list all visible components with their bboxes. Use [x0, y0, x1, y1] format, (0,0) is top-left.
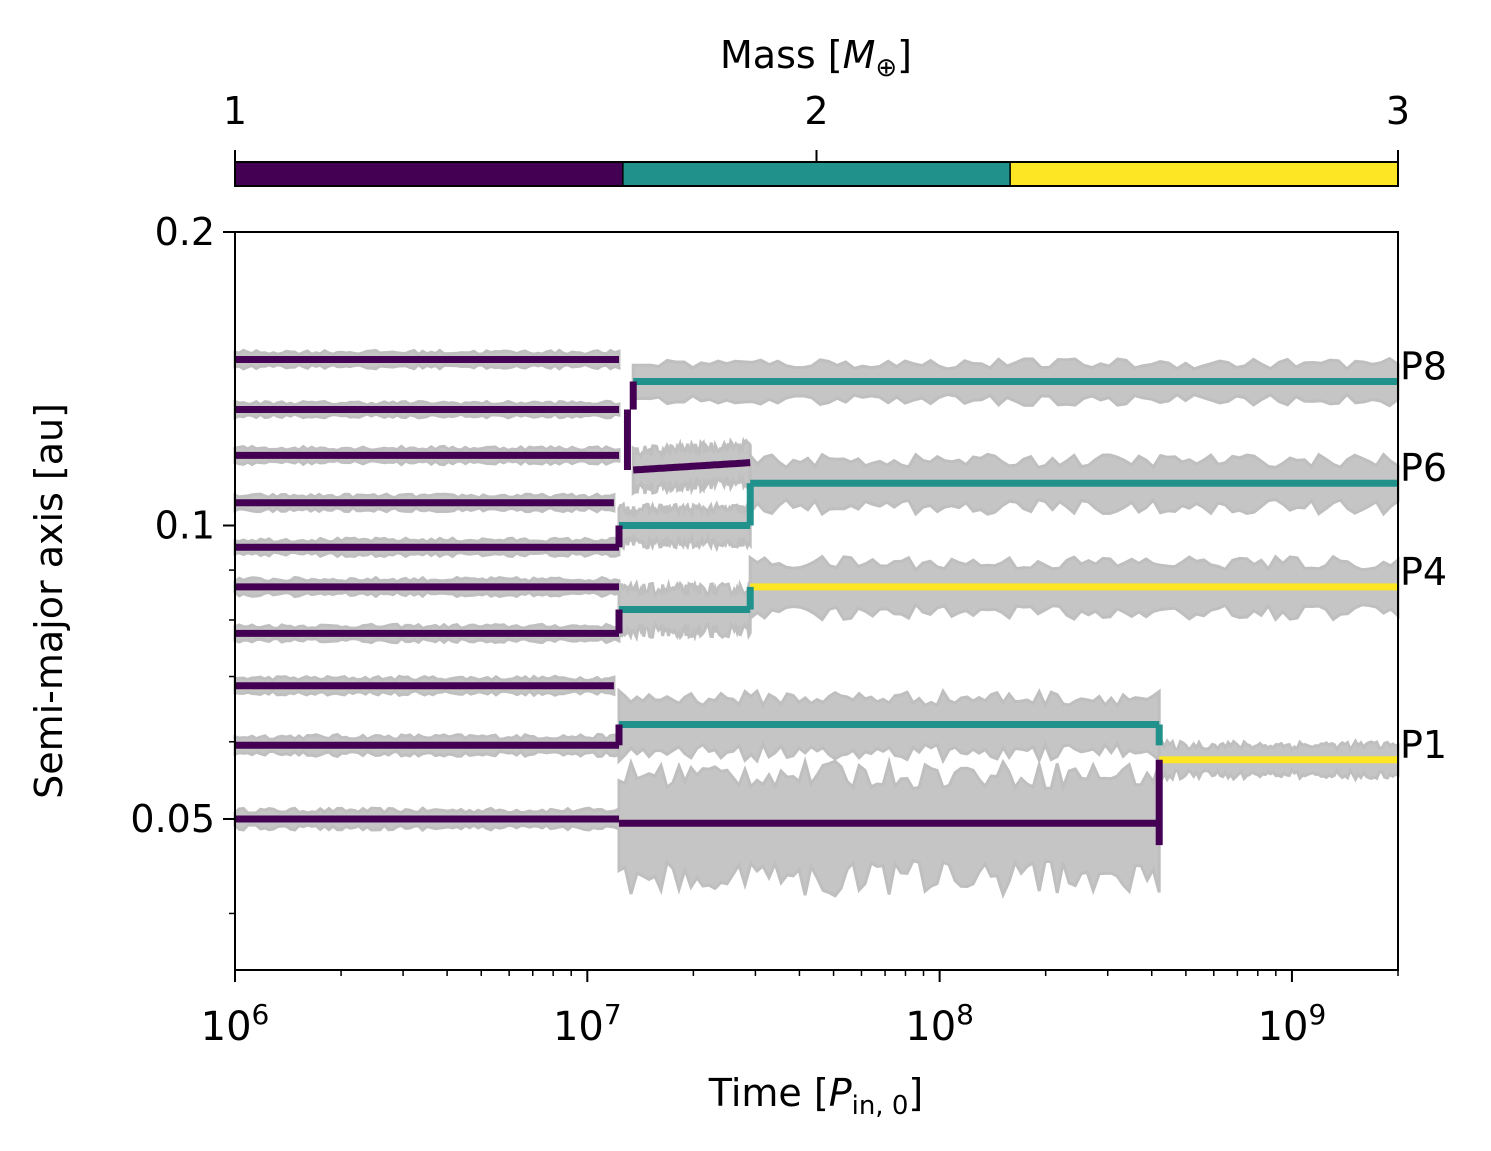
colorbar-tick-label-2: 2 — [804, 89, 828, 133]
band-planet-1-late-0 — [617, 756, 1161, 899]
colorbar-label-pre: Mass [ — [720, 33, 843, 77]
series-label-P1: P1 — [1400, 723, 1447, 767]
y-tick-label-0.1: 0.1 — [155, 503, 215, 547]
y-tick-label-0.05: 0.05 — [130, 797, 215, 841]
colorbar-segment-1 — [235, 162, 623, 186]
x-tick-base: 10 — [905, 1004, 956, 1050]
colorbar: 1 2 3 — [223, 89, 1410, 187]
colorbar-tick-label-3: 3 — [1386, 89, 1410, 133]
x-tick-label-8: 108 — [905, 998, 974, 1050]
x-tick-exponent: 8 — [956, 998, 974, 1031]
colorbar-label-post: ] — [897, 33, 912, 77]
axes-frame — [234, 231, 1399, 971]
x-tick-base: 10 — [1258, 1004, 1309, 1050]
x-axis-label-symbol: P — [829, 1071, 852, 1115]
colorbar-label: Mass [M⊕] — [720, 33, 912, 83]
plot-area — [233, 348, 1400, 899]
colorbar-segment-3 — [1010, 162, 1398, 186]
y-tick-label-0.2: 0.2 — [155, 210, 215, 254]
x-tick-label-9: 109 — [1258, 998, 1327, 1050]
colorbar-segment-2 — [622, 162, 1011, 186]
colorbar-label-symbol: M — [843, 33, 876, 77]
series-labels: P8 P6 P4 P1 — [1400, 345, 1447, 767]
series-lines — [235, 356, 1398, 846]
x-tick-label-6: 106 — [201, 998, 270, 1050]
series-label-P4: P4 — [1400, 550, 1447, 594]
x-tick-base: 10 — [553, 1004, 604, 1050]
x-axis-label-sub: in, 0 — [852, 1091, 909, 1121]
x-axis-label-pre: Time [ — [708, 1071, 829, 1115]
scatter-bands — [233, 348, 1400, 899]
x-tick-label-7: 107 — [553, 998, 622, 1050]
y-axis-label: Semi-major axis [au] — [27, 403, 71, 799]
x-axis-label: Time [Pin, 0] — [708, 1071, 923, 1121]
x-axis-label-post: ] — [908, 1071, 923, 1115]
line-planet-8-shift-0 — [632, 459, 751, 474]
series-label-P8: P8 — [1400, 345, 1447, 389]
x-tick-exponent: 6 — [252, 998, 270, 1031]
series-label-P6: P6 — [1400, 446, 1447, 490]
x-axis: 106 107 108 109 — [201, 970, 1399, 1050]
x-tick-exponent: 7 — [604, 998, 622, 1031]
colorbar-label-sub: ⊕ — [875, 53, 897, 83]
colorbar-tick-label-1: 1 — [223, 89, 247, 133]
x-tick-exponent: 9 — [1308, 998, 1326, 1031]
y-axis: 0.05 0.1 0.2 — [130, 210, 235, 915]
x-tick-base: 10 — [201, 1004, 252, 1050]
